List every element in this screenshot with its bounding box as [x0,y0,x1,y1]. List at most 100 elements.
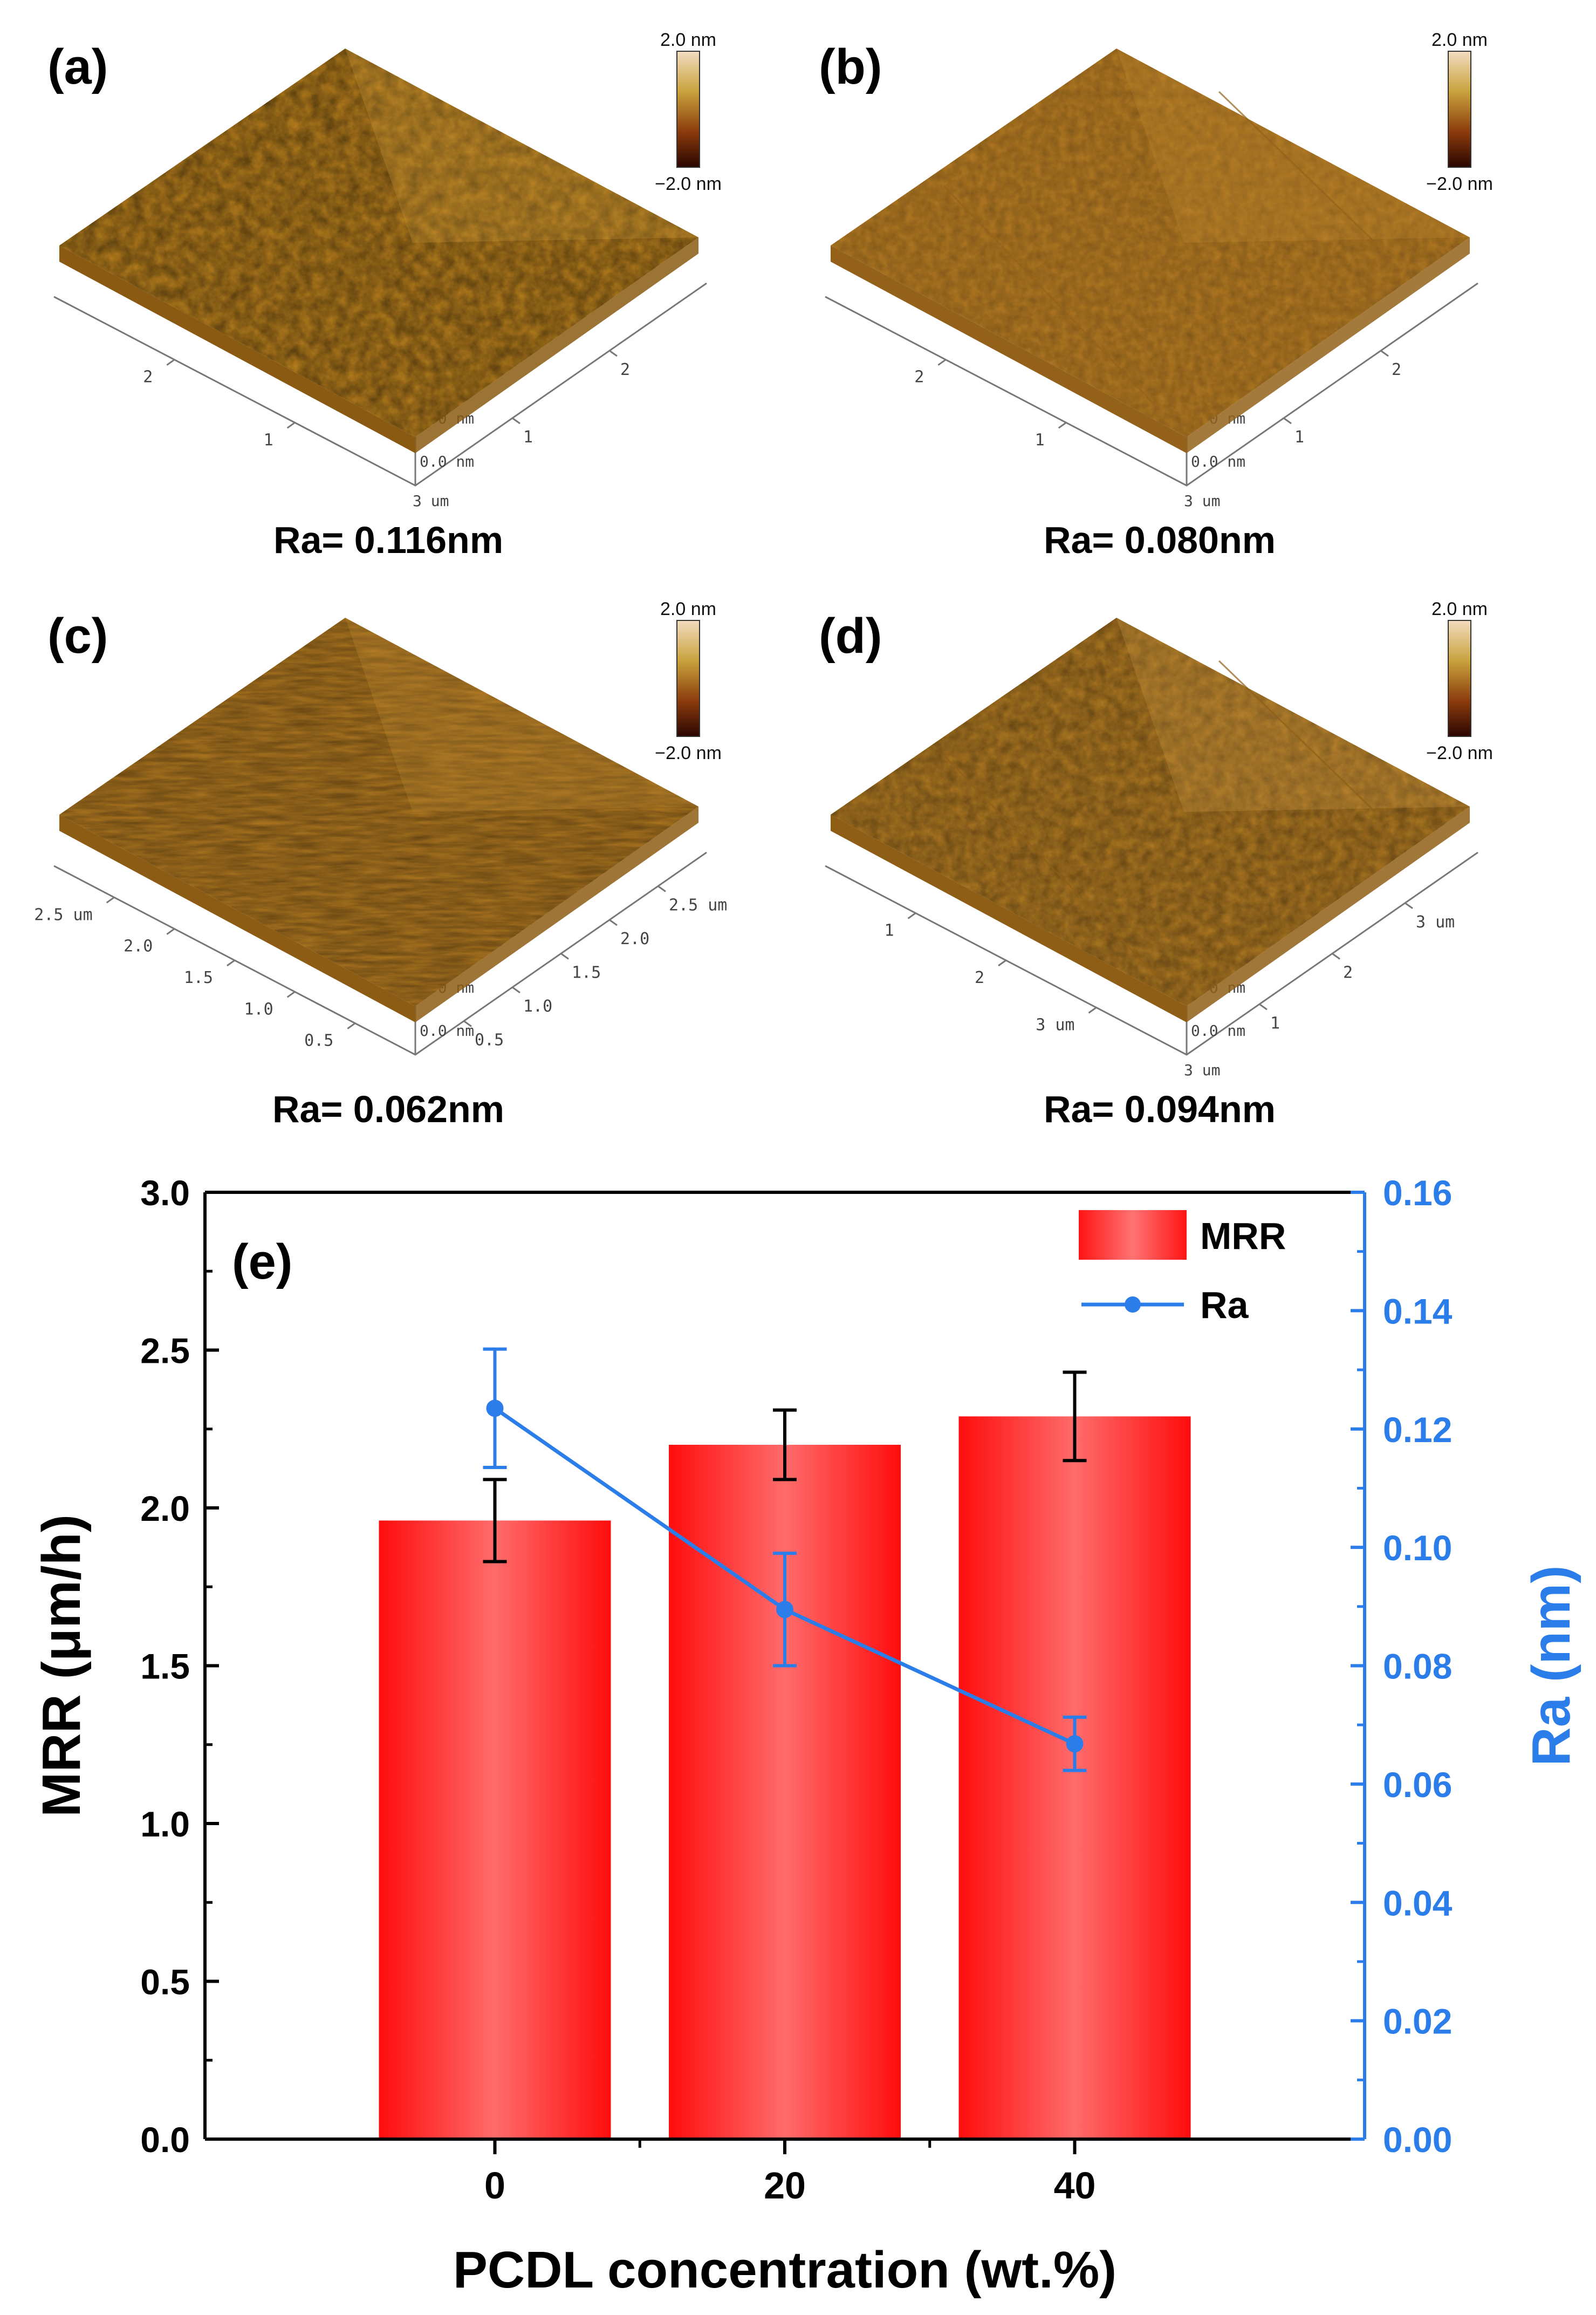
afm-corner-label: 3 um [1184,492,1220,510]
afm-tick [560,953,569,960]
y2-tick-label: 0.14 [1383,1291,1453,1331]
x-tick-label: 40 [1054,2164,1096,2207]
afm-colorbar-max: 2.0 nm [660,599,716,619]
ra-point-40 [1066,1735,1084,1753]
afm-tick [1380,350,1389,357]
afm-tick-label: 1 [884,921,894,940]
panel-label: (a) [47,39,108,94]
legend-label-ra: Ra [1200,1284,1249,1326]
afm-tick [609,919,618,926]
afm-surface-highlight [345,49,698,243]
x-axis-title: PCDL concentration (wt.%) [453,2241,1116,2299]
afm-tick-label: 1 [523,428,533,447]
afm-panel-2: (c) 2.5 um 2.0 1.5 1.0 0.5 0.5 1.0 1.5 2.0 2.5 um 2… [34,599,727,1130]
y2-tick-label: 0.06 [1383,1765,1452,1805]
afm-tick-label: 2 [914,368,924,387]
ra-caption: Ra= 0.062nm [272,1088,504,1130]
afm-side-wall [831,815,1187,1022]
afm-tick [463,1020,472,1027]
ra-caption: Ra= 0.094nm [1044,1088,1276,1130]
afm-tick [286,422,296,429]
afm-corner-label: 3 um [413,492,449,510]
afm-tick-label: 0.5 [304,1032,333,1050]
y2-tick-label: 0.02 [1383,2002,1452,2041]
afm-colorbar [676,51,700,168]
y-tick-label: 3.0 [140,1173,190,1213]
afm-tick [1058,422,1067,429]
afm-tick [286,991,296,998]
afm-surface-highlight [345,618,698,812]
y-tick-label: 2.0 [140,1488,190,1528]
afm-colorbar-max: 2.0 nm [660,30,716,50]
y2-tick-label: 0.10 [1383,1528,1452,1568]
afm-panel-0: (a)21122.0 nm0.0 nm3 um2.0 nm−2.0 nmRa= … [47,30,722,561]
afm-side-wall [831,245,1187,453]
afm-tick [347,1022,356,1029]
mrr-bar-0 [379,1520,611,2139]
y-tick-label: 2.5 [140,1331,190,1371]
afm-tick-label: 3 um [1416,913,1455,932]
afm-tick-label: 1.0 [244,1000,273,1019]
afm-tick-label: 2 [1392,360,1401,379]
afm-surface-texture [831,618,1470,1006]
legend-label-mrr: MRR [1200,1215,1286,1257]
afm-side-wall [59,245,415,453]
afm-z-label: 0.0 nm [1191,1022,1245,1040]
afm-surface-texture [831,49,1470,437]
afm-tick-label: 1.0 [523,997,552,1016]
afm-tick [657,885,666,892]
mrr-error-bar [1063,1370,1087,1463]
afm-colorbar-min: −2.0 nm [655,174,722,194]
afm-tick [907,912,916,919]
ra-point-20 [776,1601,793,1619]
afm-tick-label: 2 [1343,964,1353,982]
afm-tick [937,359,947,366]
afm-tick-label: 2.0 [124,937,153,956]
y-tick-label: 1.0 [140,1804,190,1844]
y2-tick-label: 0.04 [1383,1883,1453,1923]
afm-tick-label: 2 [975,968,984,987]
afm-panel-1: (b)21122.0 nm0.0 nm3 um2.0 nm−2.0 nmRa= … [819,30,1493,561]
ra-caption: Ra= 0.080nm [1044,519,1276,561]
afm-surface-highlight [1116,49,1470,243]
afm-z-label: 0.0 nm [1191,453,1245,470]
y-axis-title: MRR (μm/h) [31,1514,92,1817]
afm-colorbar [1448,620,1471,737]
afm-tick-label: 2.5 um [34,905,92,924]
afm-side-wall [415,807,698,1022]
afm-tick-label: 1.5 [184,968,213,987]
mrr-bar-20 [669,1445,901,2139]
afm-tick-label: 2.5 um [669,896,727,915]
afm-corner-label: 3 um [1184,1061,1220,1079]
x-tick-label: 20 [764,2164,806,2207]
afm-tick-label: 2.0 [620,930,649,948]
afm-side-wall [59,815,415,1022]
afm-surface-texture [59,49,698,437]
afm-tick [609,350,618,357]
y-tick-label: 1.5 [140,1647,190,1686]
ra-point-0 [486,1399,504,1417]
afm-surface-texture [59,618,698,1006]
afm-tick [227,959,235,967]
legend-swatch-mrr [1079,1210,1187,1260]
y2-axis-title: Ra (nm) [1521,1565,1581,1766]
afm-tick-label: 1 [1270,1014,1280,1033]
afm-scratch [1218,91,1376,244]
afm-tick-label: 2 [620,360,630,379]
mrr-error-bar [483,1478,507,1563]
afm-tick-label: 2 [143,368,153,387]
afm-scratch [1218,660,1376,813]
panel-label: (c) [47,609,108,664]
panel-label: (b) [819,39,882,94]
afm-tick [1283,417,1292,425]
afm-tick [1088,1007,1097,1014]
afm-side-wall [1187,807,1470,1022]
afm-tick [512,986,520,994]
mrr-error-bar [773,1408,797,1481]
afm-colorbar-max: 2.0 nm [1431,30,1488,50]
y2-tick-label: 0.08 [1383,1647,1452,1686]
afm-scratch [943,185,1161,411]
afm-tick-label: 0.5 [475,1031,504,1050]
